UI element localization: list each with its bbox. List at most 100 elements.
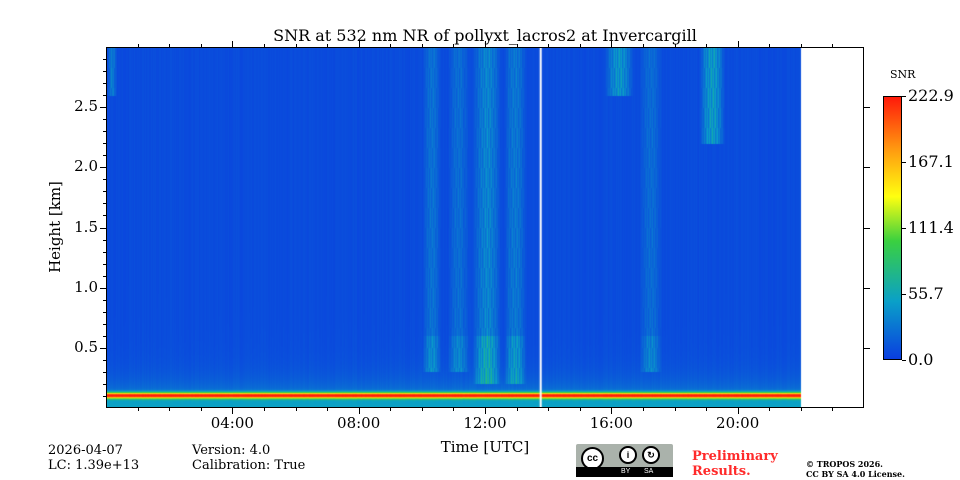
- x-tick-top: [737, 41, 739, 47]
- colorbar-tick-label: 111.4: [908, 218, 954, 238]
- x-tick-top: [137, 44, 139, 47]
- y-tick-right: [864, 347, 870, 349]
- x-tick-label: 08:00: [337, 414, 381, 432]
- x-tick-top: [548, 44, 550, 47]
- preliminary-note: Preliminary Results.: [692, 449, 778, 479]
- x-tick-top: [390, 44, 392, 47]
- x-tick: [327, 408, 329, 411]
- x-tick-label: 16:00: [589, 414, 633, 432]
- y-tick: [100, 227, 106, 229]
- colorbar: [883, 96, 902, 360]
- y-tick: [103, 155, 106, 157]
- x-tick: [706, 408, 708, 411]
- x-tick-top: [642, 44, 644, 47]
- by-person-icon: i: [619, 446, 637, 464]
- x-tick: [358, 408, 360, 414]
- x-tick-label: 12:00: [463, 414, 507, 432]
- x-tick: [295, 408, 297, 411]
- x-tick: [832, 408, 834, 411]
- plot-area: [106, 47, 864, 408]
- x-tick-top: [800, 44, 802, 47]
- colorbar-tick-label: 55.7: [908, 284, 944, 304]
- x-tick: [453, 408, 455, 411]
- x-tick: [390, 408, 392, 411]
- x-tick-top: [516, 44, 518, 47]
- x-tick: [642, 408, 644, 411]
- colorbar-tick: [902, 294, 906, 296]
- y-tick-right: [864, 227, 870, 229]
- x-tick: [516, 408, 518, 411]
- colorbar-tick: [902, 360, 906, 361]
- share-alike-icon: ↻: [642, 446, 660, 464]
- x-tick-label: 20:00: [716, 414, 760, 432]
- y-tick: [103, 83, 106, 85]
- x-tick-top: [295, 44, 297, 47]
- x-tick-top: [327, 44, 329, 47]
- x-tick-top: [200, 44, 202, 47]
- x-tick: [485, 408, 486, 414]
- x-tick-top: [769, 44, 771, 47]
- y-tick: [103, 143, 106, 145]
- colorbar-tick-label: 222.9: [908, 86, 954, 105]
- y-tick: [103, 71, 106, 73]
- x-tick: [769, 408, 771, 411]
- y-tick: [103, 335, 106, 337]
- cc-icon: cc: [581, 447, 604, 470]
- x-tick-top: [453, 44, 455, 47]
- snr-heatmap: [107, 48, 863, 407]
- y-tick: [103, 299, 106, 301]
- y-tick: [103, 395, 106, 397]
- y-tick-right: [864, 167, 870, 169]
- x-tick: [674, 408, 676, 411]
- x-tick-top: [611, 41, 613, 47]
- x-tick-top: [263, 44, 265, 47]
- y-tick: [100, 107, 106, 109]
- x-tick-top: [674, 44, 676, 47]
- x-tick-top: [421, 44, 423, 47]
- x-tick-top: [706, 44, 708, 47]
- x-tick: [263, 408, 265, 411]
- y-tick: [103, 383, 106, 385]
- date-text: 2026-04-07: [48, 443, 123, 458]
- y-tick: [103, 263, 106, 265]
- calibration-text: Calibration: True: [192, 458, 306, 473]
- by-label: BY: [621, 468, 631, 475]
- x-tick-top: [232, 41, 234, 47]
- y-tick: [103, 59, 106, 61]
- cc-license-logo: cc i ↻ BY SA: [576, 444, 673, 477]
- x-tick: [169, 408, 171, 411]
- license-strip: BY SA: [576, 467, 673, 477]
- colorbar-tick-label: 167.1: [908, 152, 954, 172]
- y-tick: [100, 287, 106, 289]
- y-tick: [103, 239, 106, 241]
- x-tick-top: [579, 44, 581, 47]
- copyright-text: © TROPOS 2026.: [806, 459, 883, 469]
- colorbar-tick: [902, 96, 906, 97]
- y-tick-label: 2.5: [74, 97, 98, 116]
- y-tick-label: 0.5: [74, 337, 98, 356]
- x-tick: [611, 408, 613, 414]
- colorbar-tick: [902, 162, 906, 164]
- y-tick: [103, 191, 106, 193]
- x-tick-label: 04:00: [210, 414, 254, 432]
- lc-text: LC: 1.39e+13: [48, 458, 140, 473]
- y-tick: [103, 359, 106, 361]
- y-tick: [103, 311, 106, 313]
- sa-label: SA: [644, 468, 654, 475]
- x-tick-top: [169, 44, 171, 47]
- y-tick: [103, 275, 106, 277]
- y-tick: [103, 251, 106, 253]
- x-tick: [548, 408, 550, 411]
- x-tick: [579, 408, 581, 411]
- preliminary-line1: Preliminary: [692, 449, 778, 464]
- y-tick: [103, 215, 106, 217]
- y-tick: [100, 167, 106, 169]
- y-tick-right: [864, 287, 870, 289]
- x-tick: [800, 408, 802, 411]
- y-tick: [103, 179, 106, 181]
- colorbar-tick-label: 0.0: [908, 350, 934, 369]
- y-tick: [103, 371, 106, 373]
- preliminary-line2: Results.: [692, 464, 751, 479]
- y-axis-label: Height [km]: [46, 181, 64, 273]
- y-tick: [103, 119, 106, 121]
